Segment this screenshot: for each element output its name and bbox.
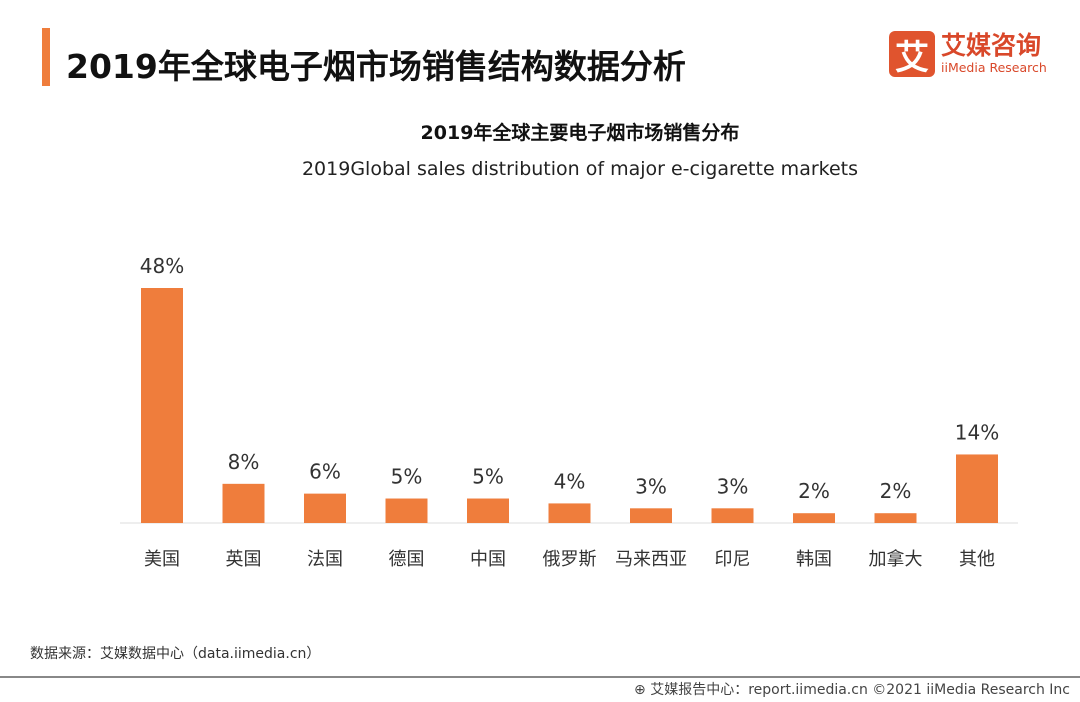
page-title: 2019年全球电子烟市场销售结构数据分析: [66, 47, 686, 86]
logo-mark: 艾: [889, 31, 935, 78]
bar-2: [304, 493, 346, 523]
category-label-8: 韩国: [796, 549, 832, 570]
category-label-2: 法国: [307, 549, 343, 570]
chart-title: 2019年全球主要电子烟市场销售分布: [420, 122, 740, 144]
data-label-6: 3%: [635, 474, 667, 498]
bar-9: [874, 513, 917, 523]
footer-text: 艾媒报告中心：report.iimedia.cn ©2021 iiMedia R…: [650, 682, 1070, 698]
data-label-9: 2%: [880, 479, 912, 503]
footer: ⊕ 艾媒报告中心：report.iimedia.cn ©2021 iiMedia…: [634, 679, 1070, 699]
category-label-1: 英国: [226, 549, 262, 570]
data-label-10: 14%: [955, 420, 999, 444]
bar-7: [711, 508, 754, 523]
category-label-7: 印尼: [715, 549, 751, 570]
bar-1: [222, 483, 265, 523]
bar-5: [548, 503, 591, 523]
logo-cn: 艾媒咨询: [941, 31, 1042, 60]
source-note: 数据来源：艾媒数据中心（data.iimedia.cn）: [30, 646, 321, 662]
data-label-1: 8%: [228, 450, 260, 474]
globe-icon: ⊕: [634, 682, 651, 698]
category-label-3: 德国: [389, 549, 425, 570]
data-label-2: 6%: [309, 460, 341, 484]
data-label-0: 48%: [140, 254, 184, 278]
logo: 艾 艾媒咨询 iiMedia Research: [889, 31, 1047, 78]
bar-0: [141, 288, 183, 523]
category-label-6: 马来西亚: [615, 549, 687, 570]
data-label-8: 2%: [798, 479, 830, 503]
bar-10: [956, 454, 998, 523]
category-label-4: 中国: [470, 549, 506, 570]
data-label-3: 5%: [391, 465, 423, 489]
category-label-9: 加拿大: [869, 548, 923, 570]
category-label-0: 美国: [144, 549, 180, 570]
category-label-5: 俄罗斯: [543, 549, 597, 570]
bar-4: [467, 498, 509, 523]
data-label-5: 4%: [554, 469, 586, 493]
bar-6: [630, 508, 672, 523]
bar-8: [793, 513, 835, 523]
bar-3: [385, 498, 428, 523]
title-accent-bar: [42, 28, 50, 86]
footer-divider: [0, 676, 1080, 678]
category-label-10: 其他: [959, 549, 995, 570]
logo-en: iiMedia Research: [941, 60, 1047, 75]
data-label-7: 3%: [717, 474, 749, 498]
data-label-4: 5%: [472, 465, 504, 489]
chart-subtitle: 2019Global sales distribution of major e…: [301, 158, 859, 180]
